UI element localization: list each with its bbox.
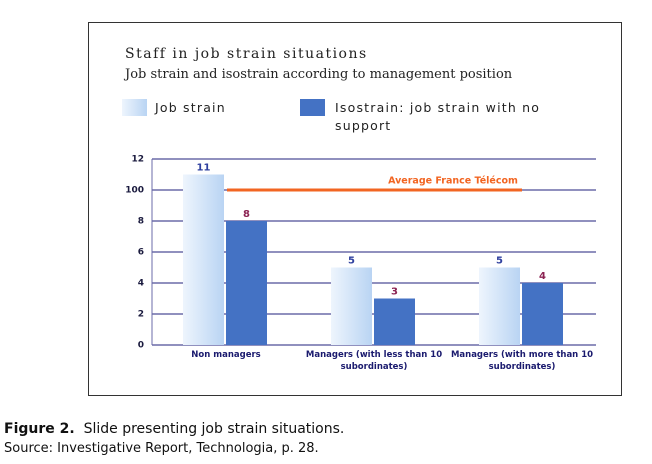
data-label: 8 [243,209,250,220]
bar [226,221,267,345]
caption-label: Figure 2. [4,421,75,437]
y-tick-label: 2 [138,310,144,320]
y-tick-label: 8 [138,217,144,227]
caption-text: Slide presenting job strain situations. [83,421,345,437]
bar [331,267,372,345]
data-label: 3 [391,287,398,298]
legend-label: Isostrain: job strain with no support [335,100,541,133]
data-label: 4 [539,271,546,282]
bar [374,298,415,345]
y-tick-label: 6 [138,248,144,258]
y-tick-label: 0 [138,341,144,351]
bar [522,283,563,345]
x-tick-label: Managers (with less than 10 subordinates… [305,350,443,372]
y-tick-label: 4 [138,279,144,289]
bar [479,267,520,345]
chart-title: Staff in job strain situations [125,46,368,62]
caption-source: Source: Investigative Report, Technologi… [4,441,319,456]
caption: Figure 2. Slide presenting job strain si… [4,421,344,437]
legend-swatch [300,99,325,116]
reference-label: Average France Télécom [388,176,518,187]
x-tick-label: Non managers [191,350,261,360]
data-label: 11 [197,163,211,174]
data-label: 5 [496,256,503,267]
chart-subtitle: Job strain and isostrain according to ma… [125,67,513,82]
slide-frame [88,22,622,396]
bar [183,174,224,345]
y-tick-label: 12 [131,155,144,165]
x-tick-label: Managers (with more than 10 subordinates… [450,350,594,372]
y-tick-label: 100 [125,186,144,196]
data-label: 5 [348,256,355,267]
legend-swatch [122,99,147,116]
legend-label: Job strain [155,100,226,115]
